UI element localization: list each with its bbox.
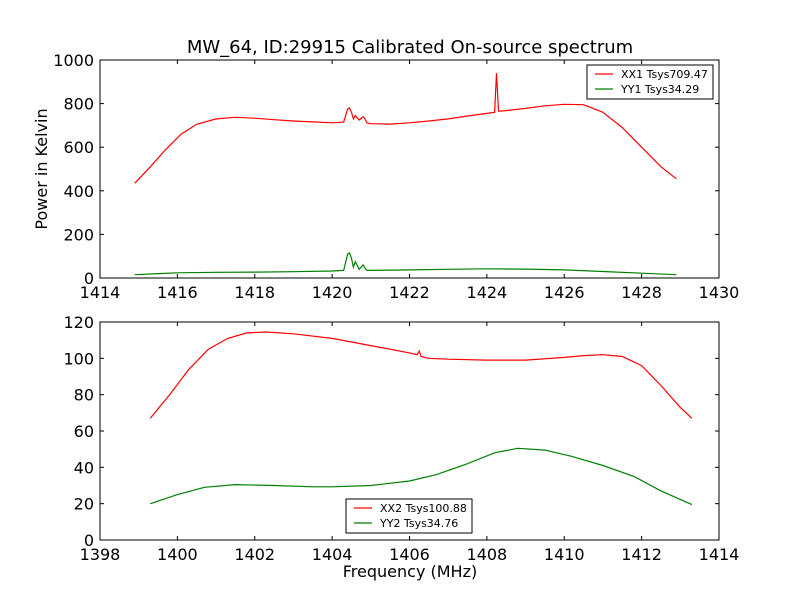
legend-entry: YY2 Tsys34.76 (379, 517, 458, 530)
y-tick-label: 0 (84, 531, 94, 550)
y-tick-label: 1000 (53, 51, 94, 70)
x-tick-label: 1416 (157, 283, 198, 302)
y-axis-label: Power in Kelvin (32, 108, 51, 229)
legend-entry: XX1 Tsys709.47 (621, 68, 708, 81)
series-line-yy1 (134, 252, 677, 276)
x-tick-label: 1398 (80, 545, 121, 564)
x-tick-label: 1422 (389, 283, 430, 302)
x-tick-label: 1402 (234, 545, 275, 564)
y-tick-label: 120 (63, 313, 94, 332)
x-axis-label: Frequency (MHz) (343, 562, 477, 581)
y-tick-label: 800 (63, 95, 94, 114)
x-tick-label: 1414 (699, 545, 740, 564)
x-tick-label: 1414 (80, 283, 121, 302)
legend-entry: XX2 Tsys100.88 (380, 502, 467, 515)
series-line-xx1 (134, 73, 677, 184)
y-tick-label: 600 (63, 138, 94, 157)
bottom-panel: 1398 1400 1402 1404 1406 1408 1410 1412 1414 0 20 4… (63, 313, 739, 564)
x-tick-label: 1412 (621, 545, 662, 564)
legend-entry: YY1 Tsys34.29 (620, 83, 699, 96)
x-tick-label: 1400 (157, 545, 198, 564)
y-tick-label: 200 (63, 225, 94, 244)
legend-box (586, 64, 714, 100)
x-tick-label: 1424 (467, 283, 508, 302)
y-tick-label: 20 (74, 495, 94, 514)
x-tick-label: 1420 (312, 283, 353, 302)
y-tick-label: 80 (74, 386, 94, 405)
x-tick-label: 1430 (699, 283, 740, 302)
legend-box (345, 498, 473, 534)
y-tick-label: 40 (74, 458, 94, 477)
top-panel: 1414 1416 1418 1420 1422 1424 1426 1428 1430 0 200… (53, 51, 739, 302)
y-tick-label: 60 (74, 422, 94, 441)
y-tick-label: 100 (63, 349, 94, 368)
x-tick-label: 1406 (389, 545, 430, 564)
x-tick-label: 1418 (234, 283, 275, 302)
x-tick-label: 1410 (544, 545, 585, 564)
chart-title: MW_64, ID:29915 Calibrated On-source spe… (187, 37, 633, 58)
x-tick-label: 1408 (467, 545, 508, 564)
series-line-xx2 (149, 331, 693, 419)
x-tick-label: 1426 (544, 283, 585, 302)
x-tick-label: 1428 (621, 283, 662, 302)
series-line-yy2 (150, 447, 693, 506)
y-tick-label: 400 (63, 182, 94, 201)
y-tick-label: 0 (84, 269, 94, 288)
x-tick-label: 1404 (312, 545, 353, 564)
